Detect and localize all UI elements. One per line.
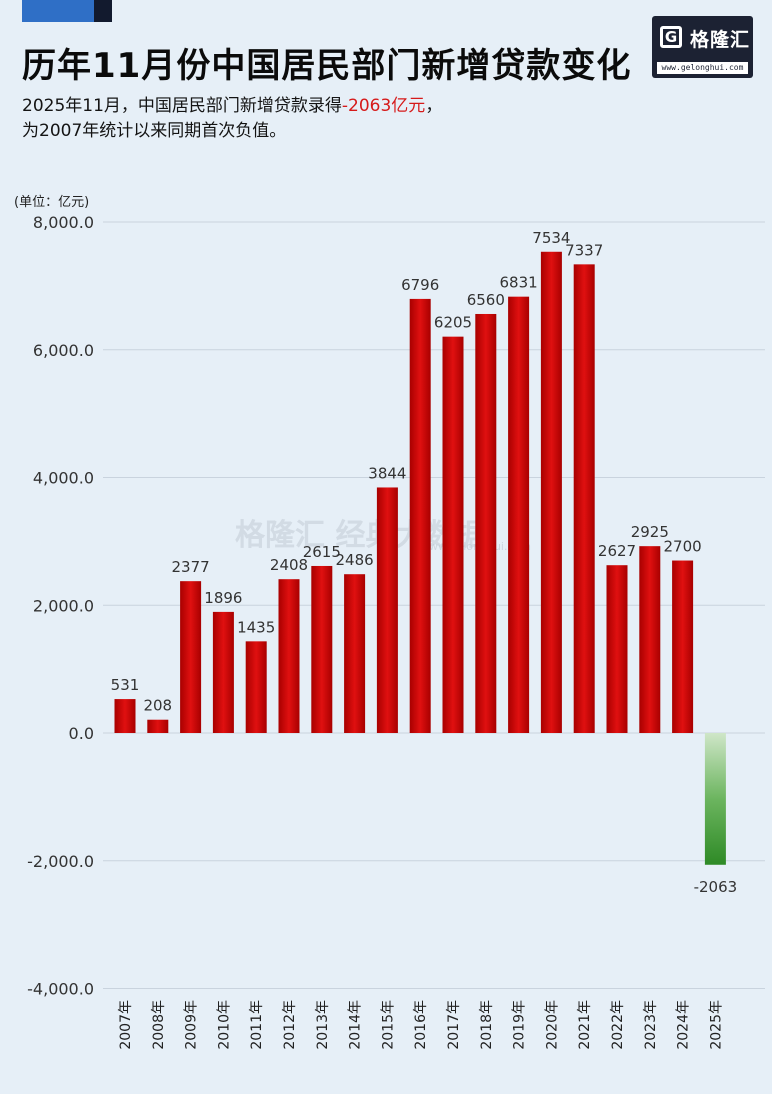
y-tick-label: 6,000.0 bbox=[33, 341, 94, 360]
y-tick-label: 4,000.0 bbox=[33, 469, 94, 488]
bar-2012年 bbox=[278, 579, 300, 733]
x-tick-label: 2015年 bbox=[380, 1000, 396, 1050]
y-tick-label: -2,000.0 bbox=[27, 852, 94, 871]
data-label: 7534 bbox=[532, 229, 570, 247]
bars bbox=[114, 251, 726, 865]
chart-title: 历年11月份中国居民部门新增贷款变化 bbox=[22, 46, 632, 86]
bar-2015年 bbox=[376, 487, 398, 733]
data-label: 2408 bbox=[270, 556, 308, 574]
data-label: 2486 bbox=[336, 551, 374, 569]
bar-2007年 bbox=[114, 699, 136, 733]
data-label: 6831 bbox=[500, 274, 538, 292]
bar-2023年 bbox=[639, 546, 661, 733]
subtitle-highlight-value: -2063亿元 bbox=[341, 96, 426, 116]
x-tick-label: 2008年 bbox=[151, 1000, 167, 1050]
subtitle-line-1: 2025年11月，中国居民部门新增贷款录得-2063亿元， bbox=[22, 94, 442, 119]
x-tick-label: 2025年 bbox=[708, 1000, 724, 1050]
y-axis-unit-label: (单位：亿元) bbox=[14, 195, 90, 210]
bar-2011年 bbox=[245, 641, 267, 733]
bar-2017年 bbox=[442, 336, 464, 733]
x-tick-label: 2020年 bbox=[544, 1000, 560, 1050]
x-tick-label: 2022年 bbox=[610, 1000, 626, 1050]
x-tick-label: 2012年 bbox=[282, 1000, 298, 1050]
subtitle-suffix: ， bbox=[425, 96, 443, 116]
data-label: 6205 bbox=[434, 314, 472, 332]
bar-2013年 bbox=[311, 565, 333, 733]
x-tick-label: 2024年 bbox=[676, 1000, 692, 1050]
bar-2018年 bbox=[475, 313, 497, 733]
bar-2025年 bbox=[704, 733, 726, 865]
bar-2024年 bbox=[672, 560, 694, 733]
x-tick-label: 2009年 bbox=[184, 1000, 200, 1050]
x-tick-label: 2019年 bbox=[512, 1000, 528, 1050]
x-tick-label: 2007年 bbox=[118, 1000, 134, 1050]
data-label: 1435 bbox=[237, 618, 275, 636]
data-label: 6796 bbox=[401, 276, 439, 294]
y-axis-ticks: 8,000.0 6,000.0 4,000.0 2,000.0 0.0 -2,000.0 -… bbox=[27, 213, 94, 999]
data-label: 2377 bbox=[172, 558, 210, 576]
bar-2016年 bbox=[409, 298, 431, 733]
chart-subtitle: 2025年11月，中国居民部门新增贷款录得-2063亿元， 为2007年统计以来… bbox=[22, 94, 442, 144]
data-label: 2925 bbox=[631, 523, 669, 541]
x-tick-label: 2010年 bbox=[216, 1000, 232, 1050]
bar-2009年 bbox=[180, 581, 202, 733]
data-label: 531 bbox=[111, 676, 140, 694]
x-tick-label: 2018年 bbox=[479, 1000, 495, 1050]
y-tick-label: -4,000.0 bbox=[27, 980, 94, 999]
g-logo-icon: G bbox=[660, 26, 682, 48]
subtitle-line-2: 为2007年统计以来同期首次负值。 bbox=[22, 121, 287, 141]
data-label: 7337 bbox=[565, 241, 603, 259]
x-tick-label: 2021年 bbox=[577, 1000, 593, 1050]
x-tick-label: 2017年 bbox=[446, 1000, 462, 1050]
x-axis-ticks: 2007年 2008年 2009年 2010年 2011年 2012年 2013年 2014年… bbox=[118, 1000, 724, 1050]
y-tick-label: 2,000.0 bbox=[33, 596, 94, 615]
top-accent-dark bbox=[94, 0, 112, 22]
y-tick-label: 8,000.0 bbox=[33, 213, 94, 232]
y-tick-label: 0.0 bbox=[69, 724, 94, 743]
top-accent-band bbox=[22, 0, 112, 22]
x-tick-label: 2011年 bbox=[249, 1000, 265, 1050]
data-label: 2700 bbox=[664, 538, 702, 556]
bar-2008年 bbox=[147, 719, 169, 733]
bar-2014年 bbox=[344, 574, 366, 733]
data-label: -2063 bbox=[694, 878, 738, 896]
data-label: 1896 bbox=[204, 589, 242, 607]
data-label: 208 bbox=[143, 697, 172, 715]
logo-url: www.gelonghui.com bbox=[657, 62, 748, 74]
data-label: 6560 bbox=[467, 291, 505, 309]
grid-lines bbox=[103, 221, 765, 989]
data-label: 2615 bbox=[303, 543, 341, 561]
bar-2022年 bbox=[606, 565, 628, 733]
x-tick-label: 2013年 bbox=[315, 1000, 331, 1050]
bar-2021年 bbox=[573, 264, 595, 733]
data-label: 3844 bbox=[368, 464, 406, 482]
x-tick-label: 2014年 bbox=[348, 1000, 364, 1050]
subtitle-prefix: 2025年11月，中国居民部门新增贷款录得 bbox=[22, 96, 342, 116]
logo-name: 格隆汇 bbox=[690, 29, 751, 51]
gelonghui-logo: G 格隆汇 www.gelonghui.com bbox=[652, 16, 753, 78]
bar-2010年 bbox=[212, 611, 234, 733]
x-tick-label: 2016年 bbox=[413, 1000, 429, 1050]
data-label: 2627 bbox=[598, 542, 636, 560]
bar-2020年 bbox=[540, 251, 562, 733]
bar-2019年 bbox=[508, 296, 530, 733]
x-tick-label: 2023年 bbox=[643, 1000, 659, 1050]
